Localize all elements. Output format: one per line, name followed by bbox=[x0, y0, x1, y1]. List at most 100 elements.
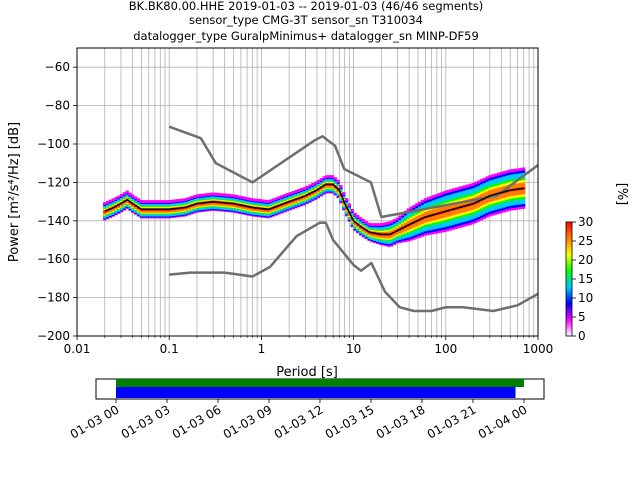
psd-density-cell bbox=[156, 200, 160, 204]
psd-density-cell bbox=[516, 168, 520, 172]
psd-density-cell bbox=[477, 206, 481, 210]
psd-density-cell bbox=[519, 206, 523, 210]
psd-density-cell bbox=[485, 214, 489, 218]
psd-density-cell bbox=[406, 231, 411, 235]
psd-density-cell bbox=[381, 222, 385, 226]
psd-density-cell bbox=[474, 193, 478, 197]
psd-density-cell bbox=[499, 171, 503, 175]
psd-density-cell bbox=[522, 181, 526, 185]
psd-density-cell bbox=[412, 216, 416, 220]
colorbar-label: [%] bbox=[614, 183, 629, 206]
psd-density-cell bbox=[404, 217, 408, 221]
psd-density-cell bbox=[499, 188, 503, 192]
psd-density-cell bbox=[482, 201, 486, 205]
psd-density-cell bbox=[134, 196, 138, 200]
psd-density-cell bbox=[485, 212, 489, 216]
psd-density-cell bbox=[415, 205, 419, 209]
psd-density-cell bbox=[446, 206, 450, 210]
psd-density-cell bbox=[432, 215, 436, 219]
psd-density-cell bbox=[499, 200, 503, 204]
psd-density-cell bbox=[471, 185, 475, 189]
psd-density-cell bbox=[412, 204, 416, 208]
psd-density-cell bbox=[522, 177, 526, 181]
psd-density-cell bbox=[432, 222, 436, 226]
colorbar-gradient bbox=[565, 221, 573, 337]
psd-density-cell bbox=[488, 187, 492, 191]
psd-density-cell bbox=[471, 216, 475, 220]
psd-density-cell bbox=[443, 224, 447, 228]
colorbar-tick-label: 20 bbox=[578, 253, 593, 267]
psd-density-cell bbox=[432, 217, 436, 221]
psd-density-cell bbox=[395, 217, 399, 221]
title-line-2: sensor_type CMG-3T sensor_sn T310034 bbox=[189, 13, 423, 27]
coverage-bar-psd bbox=[116, 387, 516, 398]
psd-density-cell bbox=[454, 211, 458, 215]
psd-density-cell bbox=[440, 217, 444, 221]
psd-density-cell bbox=[519, 167, 523, 171]
psd-density-cell bbox=[460, 214, 464, 218]
psd-density-cell bbox=[474, 215, 478, 219]
psd-density-cell bbox=[485, 183, 489, 187]
psd-density-cell bbox=[423, 219, 427, 223]
psd-density-cell bbox=[181, 198, 186, 202]
psd-density-cell bbox=[457, 194, 461, 198]
psd-density-cell bbox=[474, 210, 478, 214]
psd-density-cell bbox=[389, 220, 394, 224]
psd-density-cell bbox=[513, 192, 517, 196]
psd-density-cell bbox=[493, 183, 498, 187]
psd-density-cell bbox=[477, 209, 481, 213]
psd-density-cell bbox=[505, 182, 509, 186]
psd-density-cell bbox=[457, 196, 461, 200]
psd-density-cell bbox=[283, 194, 287, 198]
psd-density-cell bbox=[522, 169, 526, 173]
psd-density-cell bbox=[508, 198, 512, 202]
psd-density-cell bbox=[443, 214, 447, 218]
psd-density-cell bbox=[423, 211, 427, 215]
psd-density-cell bbox=[510, 169, 515, 173]
psd-density-cell bbox=[418, 226, 422, 230]
psd-density-cell bbox=[505, 191, 509, 195]
psd-density-cell bbox=[440, 227, 444, 231]
psd-density-cell bbox=[493, 178, 498, 182]
psd-density-cell bbox=[266, 199, 270, 203]
psd-density-cell bbox=[516, 194, 520, 198]
psd-density-cell bbox=[471, 182, 475, 186]
psd-density-cell bbox=[454, 199, 458, 203]
psd-density-cell bbox=[446, 201, 450, 205]
psd-density-cell bbox=[477, 180, 481, 184]
psd-density-cell bbox=[513, 197, 517, 201]
psd-density-cell bbox=[446, 194, 450, 198]
psd-density-cell bbox=[502, 202, 506, 206]
colorbar-tick-label: 5 bbox=[578, 310, 586, 324]
psd-density-cell bbox=[460, 190, 464, 194]
y-tick-label: −160 bbox=[37, 252, 70, 266]
psd-density-cell bbox=[229, 194, 233, 198]
psd-density-cell bbox=[493, 175, 498, 179]
psd-density-cell bbox=[519, 170, 523, 174]
psd-density-cell bbox=[502, 180, 506, 184]
psd-density-cell bbox=[423, 202, 427, 206]
psd-density-cell bbox=[437, 230, 441, 234]
psd-density-cell bbox=[491, 198, 495, 202]
time-tick-label: 01-03 03 bbox=[119, 402, 173, 441]
psd-density-cell bbox=[460, 188, 464, 192]
psd-density-cell bbox=[508, 195, 512, 199]
psd-density-cell bbox=[434, 226, 439, 230]
psd-density-cell bbox=[485, 200, 489, 204]
psd-density-cell bbox=[508, 203, 512, 207]
coverage-bars bbox=[116, 379, 524, 398]
psd-density-cell bbox=[463, 197, 467, 201]
psd-density-cell bbox=[437, 195, 441, 199]
psd-density-cell bbox=[502, 185, 506, 189]
psd-density-cell bbox=[465, 191, 470, 195]
psd-density-cell bbox=[522, 191, 526, 195]
psd-density-cell bbox=[463, 216, 467, 220]
psd-density-cell bbox=[451, 212, 456, 216]
psd-density-cell bbox=[404, 214, 408, 218]
x-tick-label: 10 bbox=[346, 342, 361, 356]
psd-density-cell bbox=[449, 198, 453, 202]
psd-density-cell bbox=[446, 197, 450, 201]
psd-density-cell bbox=[412, 212, 416, 216]
psd-density-cell bbox=[446, 189, 450, 193]
psd-density-cell bbox=[519, 172, 523, 176]
